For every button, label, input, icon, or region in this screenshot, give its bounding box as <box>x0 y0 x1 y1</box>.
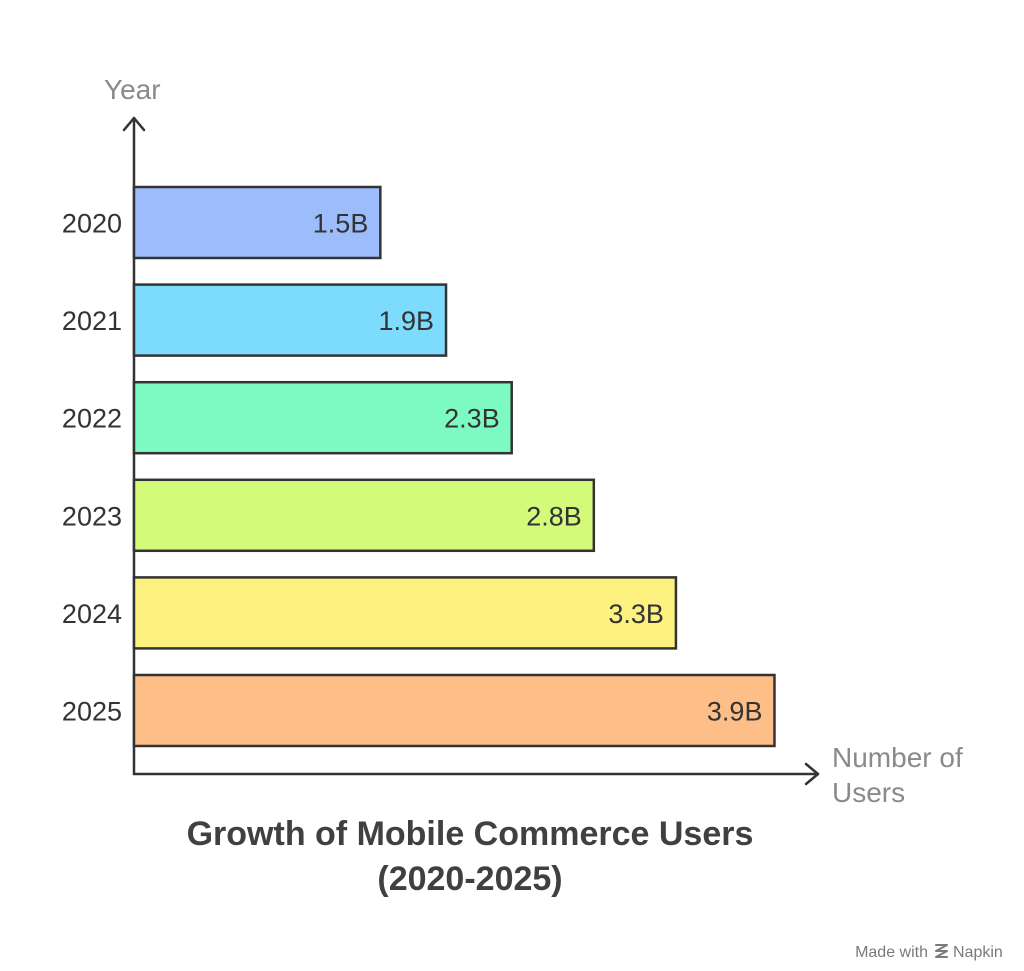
napkin-logo-icon <box>935 944 948 958</box>
y-tick-label: 2023 <box>62 501 122 531</box>
bar-2021 <box>132 283 448 357</box>
bar-group-2022: 2.3B 2022 <box>62 380 513 455</box>
y-tick-label: 2022 <box>62 404 122 434</box>
bar-value-label: 3.3B <box>608 599 664 629</box>
y-tick-label: 2021 <box>62 306 122 336</box>
bar-value-label: 1.9B <box>378 306 434 336</box>
y-tick-label: 2025 <box>62 697 122 727</box>
bar-value-label: 3.9B <box>707 697 763 727</box>
bar-value-label: 2.3B <box>444 404 500 434</box>
bar-value-label: 2.8B <box>526 501 582 531</box>
made-with-credit: Made with Napkin <box>855 944 1003 961</box>
bar-2023 <box>132 478 596 553</box>
y-axis-title: Year <box>104 74 161 105</box>
chart-title-line-1: Growth of Mobile Commerce Users <box>187 815 754 853</box>
bar-2020 <box>132 185 382 260</box>
credit-prefix: Made with <box>855 944 928 961</box>
credit-brand: Napkin <box>953 944 1003 961</box>
x-axis-title-line-1: Number of <box>832 742 963 773</box>
bar-group-2020: 1.5B 2020 <box>62 185 382 260</box>
bar-2022 <box>132 380 513 455</box>
chart-title-line-2: (2020-2025) <box>377 860 562 898</box>
bar-value-label: 1.5B <box>313 209 369 239</box>
y-tick-label: 2020 <box>62 209 122 239</box>
x-axis-arrow-icon <box>804 762 820 786</box>
bar-group-2021: 1.9B 2021 <box>62 283 448 357</box>
x-axis-title-line-2: Users <box>832 777 905 808</box>
bars: 1.5B 2020 1.9B 2021 2.3B 2022 2.8B 2023 3.3B 2024… <box>62 185 776 748</box>
bar-group-2023: 2.8B 2023 <box>62 478 596 553</box>
bar-2025 <box>132 673 776 748</box>
y-axis-arrow-icon <box>122 116 146 132</box>
bar-group-2025: 3.9B 2025 <box>62 673 776 748</box>
y-tick-label: 2024 <box>62 599 122 629</box>
bar-group-2024: 3.3B 2024 <box>62 576 678 650</box>
bar-2024 <box>132 576 678 650</box>
